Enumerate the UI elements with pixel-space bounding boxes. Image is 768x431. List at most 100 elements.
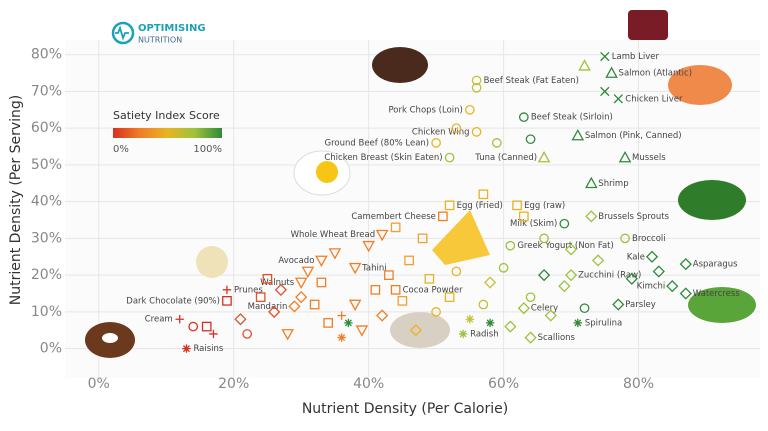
data-point <box>537 269 551 282</box>
x-tick-label: 0% <box>88 376 110 392</box>
y-tick-label: 50% <box>31 157 62 173</box>
data-point <box>390 284 401 295</box>
data-point <box>652 265 665 278</box>
data-point <box>222 295 232 306</box>
point-label: Kimchi <box>637 282 666 292</box>
data-point <box>234 313 247 326</box>
point-label: Avocado <box>278 256 314 266</box>
data-point <box>491 138 502 148</box>
y-tick-label: 70% <box>31 83 62 99</box>
point-label: Brussels Sprouts <box>598 212 669 222</box>
data-point <box>485 318 495 328</box>
point-label: Chicken Liver <box>625 94 683 104</box>
data-point <box>182 344 191 353</box>
data-point <box>417 233 428 244</box>
point-label: Cream <box>145 315 173 325</box>
point-label: Milk (Skim) <box>510 219 557 229</box>
data-point <box>242 329 253 339</box>
data-point <box>645 250 659 263</box>
data-point <box>362 240 375 253</box>
data-point <box>222 285 232 295</box>
data-point <box>465 104 475 115</box>
point-label: Tahini <box>361 263 387 273</box>
point-label: Greek Yogurt (Non Fat) <box>517 241 613 251</box>
data-point <box>431 307 441 317</box>
logo: OPTIMISING NUTRITION <box>111 21 206 45</box>
data-point <box>444 152 455 163</box>
data-point <box>564 269 578 282</box>
food-decor <box>85 10 756 358</box>
data-point <box>539 233 549 244</box>
data-point <box>573 318 583 328</box>
data-point <box>585 210 598 223</box>
data-point <box>512 200 522 211</box>
point-label: Salmon (Atlantic) <box>619 69 693 79</box>
x-tick-label: 40% <box>353 376 384 392</box>
data-point <box>323 318 334 328</box>
data-point <box>600 86 610 97</box>
x-tick-label: 80% <box>623 376 654 392</box>
point-label: Lamb Liver <box>612 52 660 62</box>
data-point <box>478 189 489 200</box>
data-point <box>337 333 346 342</box>
data-point <box>537 151 551 163</box>
data-point <box>294 277 308 290</box>
data-point <box>559 218 570 229</box>
point-label: Camembert Cheese <box>351 212 436 222</box>
point-label: Asparagus <box>693 260 738 270</box>
data-point <box>471 126 482 137</box>
point-label: Beef Steak (Fat Eaten) <box>484 76 579 86</box>
point-label: Walnuts <box>260 278 295 288</box>
data-point <box>384 270 394 280</box>
point-label: Cocoa Powder <box>403 285 464 295</box>
data-point <box>355 325 369 337</box>
y-axis-title: Nutrient Density (Per Serving) <box>8 95 24 305</box>
point-label: Salmon (Pink, Canned) <box>585 131 682 141</box>
data-point <box>424 273 435 284</box>
data-point <box>451 266 462 277</box>
data-point <box>274 283 288 296</box>
x-tick-label: 60% <box>488 376 519 392</box>
y-tick-label: 30% <box>31 230 62 246</box>
data-point <box>451 123 462 134</box>
y-tick-label: 20% <box>31 267 62 283</box>
data-point <box>370 284 381 295</box>
point-label: Mandarin <box>248 302 288 312</box>
data-point <box>404 255 414 266</box>
data-point <box>524 331 537 344</box>
data-point <box>309 299 320 310</box>
data-point <box>504 320 517 333</box>
data-point <box>316 277 327 288</box>
logo-name: OPTIMISING <box>138 23 206 34</box>
data-point <box>471 82 482 93</box>
data-point <box>679 257 692 271</box>
data-point <box>465 315 475 324</box>
data-point <box>620 233 630 244</box>
data-point <box>397 295 408 306</box>
point-label: Shrimp <box>598 179 628 189</box>
legend-gradient <box>113 128 222 138</box>
point-label: Prunes <box>234 285 263 295</box>
data-point <box>612 298 625 311</box>
point-label: Celery <box>531 304 558 314</box>
point-label: Beef Steak (Sirloin) <box>531 113 613 123</box>
data-point <box>625 272 638 285</box>
data-point <box>255 292 266 303</box>
data-point <box>458 329 468 339</box>
data-point <box>483 276 497 289</box>
point-label: Ground Beef (80% Lean) <box>325 138 430 148</box>
data-point <box>578 59 591 71</box>
data-point <box>175 315 184 324</box>
y-tick-label: 0% <box>40 341 62 357</box>
point-label: Egg (Fried) <box>457 201 503 211</box>
data-point <box>201 321 212 332</box>
color-legend: Satiety Index Score 0% 100% <box>113 109 222 155</box>
point-label: Chicken Wing <box>412 127 470 137</box>
data-point <box>438 211 448 222</box>
data-point <box>525 134 536 145</box>
data-point <box>579 303 590 314</box>
point-label: Dark Chocolate (90%) <box>126 296 220 306</box>
point-label: Radish <box>470 329 499 339</box>
data-point <box>431 138 441 148</box>
